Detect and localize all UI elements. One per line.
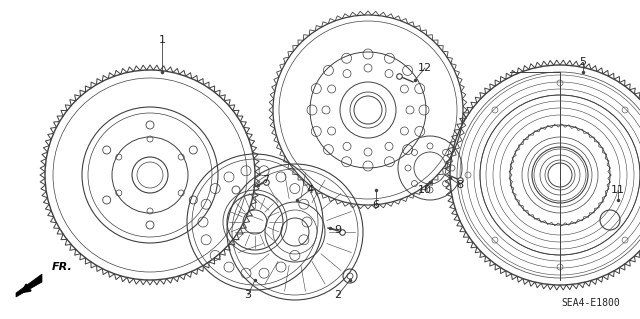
Text: 5: 5 — [579, 57, 586, 67]
Text: 4: 4 — [307, 185, 314, 195]
Text: 7: 7 — [262, 175, 269, 185]
Text: 11: 11 — [611, 185, 625, 195]
Text: 3: 3 — [244, 290, 252, 300]
Text: 6: 6 — [372, 200, 380, 210]
Text: 2: 2 — [335, 290, 342, 300]
Text: SEA4-E1800: SEA4-E1800 — [561, 298, 620, 308]
Text: 12: 12 — [418, 63, 432, 73]
Text: FR.: FR. — [52, 262, 73, 272]
Text: 9: 9 — [335, 225, 342, 235]
Text: 1: 1 — [159, 35, 166, 45]
Text: 8: 8 — [456, 180, 463, 190]
Polygon shape — [16, 274, 42, 297]
Text: 10: 10 — [418, 185, 432, 195]
